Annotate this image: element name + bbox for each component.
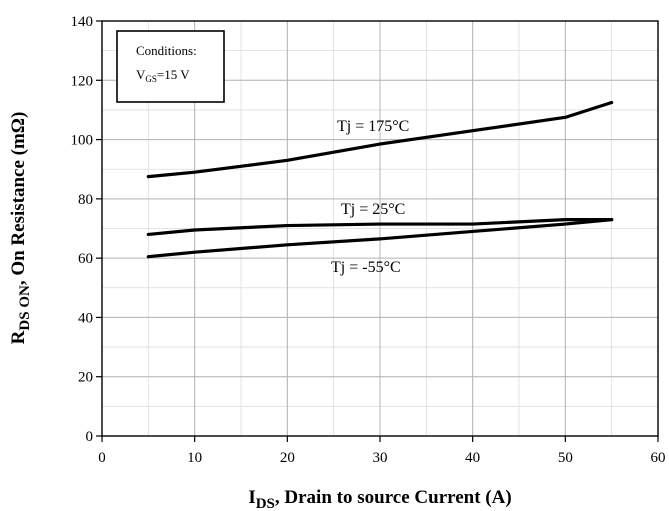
y-tick-label: 40 xyxy=(78,310,93,326)
y-axis-title: RDS ON, On Resistance (mΩ) xyxy=(8,112,33,345)
plot-frame xyxy=(101,20,659,437)
conditions-vgs: VGS=15 V xyxy=(136,67,190,84)
axis-ticks: 0 10 20 30 40 50 60 0 20 40 60 80 100 120 140 xyxy=(71,14,666,466)
x-tick-label: 30 xyxy=(373,450,388,466)
series-line-25 xyxy=(146,218,614,237)
y-tick-label: 120 xyxy=(71,73,94,89)
y-tick-label: 20 xyxy=(78,370,93,386)
conditions-box: Conditions: VGS=15 V xyxy=(116,30,225,103)
series-lines xyxy=(146,100,614,259)
conditions-vgs-sub: GS xyxy=(145,74,157,84)
y-axis-title-sub: DS ON xyxy=(17,285,33,331)
series-label-25: Tj = 25°C xyxy=(341,201,405,218)
x-axis-title-sub: DS xyxy=(256,496,275,511)
conditions-vgs-main: V xyxy=(136,67,146,82)
y-tick-label: 60 xyxy=(78,251,93,267)
conditions-frame xyxy=(116,30,225,103)
series-line-175 xyxy=(146,100,614,179)
series-label-175: Tj = 175°C xyxy=(337,118,409,135)
x-tick-label: 50 xyxy=(558,450,573,466)
x-tick-label: 60 xyxy=(651,450,666,466)
y-tick-label: 140 xyxy=(71,14,94,30)
x-tick-label: 0 xyxy=(98,450,106,466)
y-axis-title-main: R xyxy=(8,330,29,344)
y-tick-label: 0 xyxy=(86,429,94,445)
series-label-minus55: Tj = -55°C xyxy=(331,259,401,276)
conditions-vgs-rest: =15 V xyxy=(157,67,190,82)
x-axis-title: IDS, Drain to source Current (A) xyxy=(248,487,511,511)
series-line-minus55 xyxy=(146,218,614,259)
x-tick-label: 10 xyxy=(187,450,202,466)
x-axis-title-rest: , Drain to source Current (A) xyxy=(275,487,512,508)
x-tick-label: 20 xyxy=(280,450,295,466)
y-axis-title-rest: , On Resistance (mΩ) xyxy=(8,112,29,286)
x-axis-title-main: I xyxy=(248,487,255,508)
y-tick-label: 100 xyxy=(71,133,94,149)
y-tick-label: 80 xyxy=(78,192,93,208)
conditions-title: Conditions: xyxy=(136,43,197,58)
x-tick-label: 40 xyxy=(465,450,480,466)
